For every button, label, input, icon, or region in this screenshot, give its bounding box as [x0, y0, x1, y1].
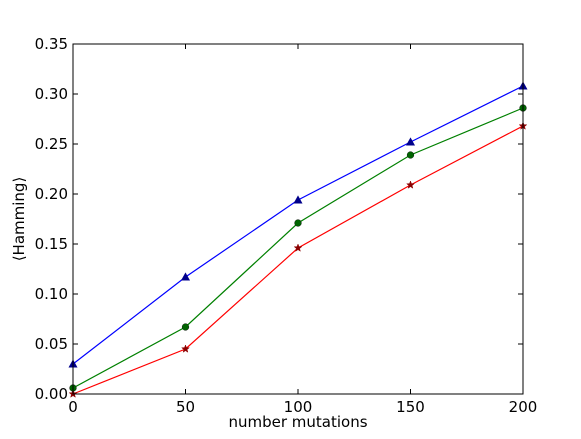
x-tick-label: 200	[509, 398, 538, 416]
x-tick-label: 100	[284, 398, 313, 416]
series-2	[69, 104, 527, 392]
series-3	[68, 121, 528, 398]
y-tick-label: 0.30	[35, 85, 68, 103]
axes-frame	[72, 43, 524, 395]
y-tick-label: 0.05	[35, 335, 68, 353]
data-point	[180, 272, 191, 281]
data-point	[293, 195, 303, 204]
x-tick-label: 0	[68, 398, 78, 416]
y-tick-label: 0.25	[35, 135, 68, 153]
data-point	[293, 243, 303, 252]
data-point	[181, 323, 190, 331]
x-tick-label: 50	[176, 398, 195, 416]
data-point	[406, 151, 415, 159]
x-axis-label: number mutations	[228, 413, 367, 431]
data-point	[405, 137, 416, 146]
data-point	[294, 219, 302, 227]
series-line	[72, 125, 524, 395]
x-tick-label: 150	[396, 398, 425, 416]
series-layer	[68, 81, 528, 398]
y-tick-label: 0.10	[35, 285, 68, 303]
ticks-layer: 0 50 100 150 200 0.00 0.05 0.10 0.15 0.20 0.25 0.30…	[35, 35, 538, 416]
data-point	[181, 344, 190, 353]
y-axis-label: ⟨Hamming⟩	[10, 177, 28, 262]
y-tick-label: 0.35	[35, 35, 68, 53]
y-tick-label: 0.15	[35, 235, 68, 253]
y-tick-label: 0.00	[35, 385, 68, 403]
y-tick-label: 0.20	[35, 185, 68, 203]
data-point	[406, 180, 415, 189]
